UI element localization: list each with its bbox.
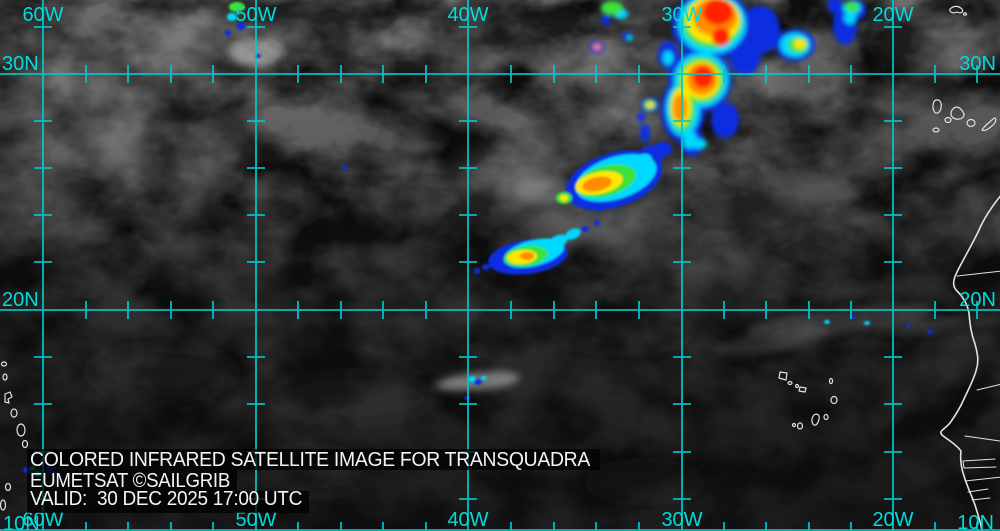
grid-label-left-30n: 30N — [2, 53, 39, 75]
grid-label-left-20n: 20N — [2, 289, 39, 311]
grid-label-top-40w: 40W — [447, 4, 488, 26]
longitude-gridlines — [42, 0, 894, 531]
coastline-cape-verde — [778, 371, 838, 430]
country-borders — [956, 270, 1000, 501]
grid-label-right-30n: 30N — [959, 53, 996, 75]
attribution-source: EUMETSAT ©SAILGRIB — [30, 470, 230, 492]
convective-cells-southwest — [474, 220, 600, 275]
grid-label-top-20w: 20W — [872, 4, 913, 26]
grid-label-bottom-60w: 60W — [22, 509, 63, 531]
coastline-madeira — [949, 5, 968, 16]
grid-label-bottom-30w: 30W — [661, 509, 702, 531]
grid-label-right-10n: 10N — [957, 512, 994, 531]
grid-label-left-10n: 10N — [3, 513, 40, 531]
grid-labels: 60W 50W 40W 30W 20W 60W 50W 40W 30W 20W … — [2, 4, 996, 531]
grid-label-right-20n: 20N — [959, 289, 996, 311]
grid-label-bottom-20w: 20W — [872, 509, 913, 531]
convective-cells-central — [556, 142, 672, 211]
grid-label-bottom-50w: 50W — [235, 509, 276, 531]
grid-label-top-60w: 60W — [22, 4, 63, 26]
latitude-gridlines — [0, 73, 1000, 531]
grid-label-bottom-40w: 40W — [447, 509, 488, 531]
convective-cells-north — [590, 0, 866, 156]
attribution-box: COLORED INFRARED SATELLITE IMAGE FOR TRA… — [27, 449, 600, 513]
attribution-title: COLORED INFRARED SATELLITE IMAGE FOR TRA… — [30, 449, 591, 471]
coastline-lesser-antilles — [0, 361, 29, 511]
coastline-canary-islands — [932, 99, 997, 133]
coastline-west-africa — [940, 195, 1000, 531]
grid-label-top-50w: 50W — [235, 4, 276, 26]
attribution-valid-time: VALID: 30 DEC 2025 17:00 UTC — [30, 488, 302, 510]
grid-label-top-30w: 30W — [661, 4, 702, 26]
